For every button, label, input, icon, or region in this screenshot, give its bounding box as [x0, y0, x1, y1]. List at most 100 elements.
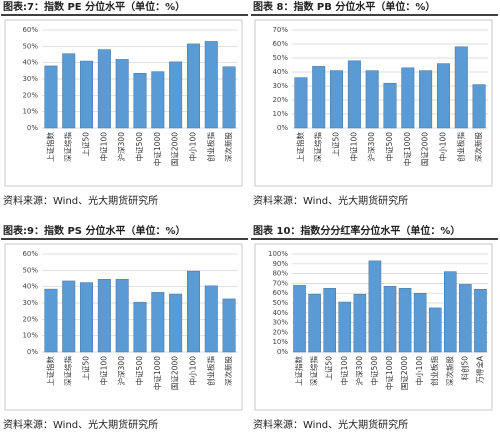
x-tick-label: 中证100: [98, 132, 108, 162]
y-tick-label: 20%: [272, 328, 288, 336]
bar: [204, 41, 218, 129]
bar: [419, 70, 433, 129]
x-tick-label: 中小100: [187, 356, 197, 386]
bar: [97, 279, 111, 353]
x-tick-label: 沪深300: [366, 132, 376, 162]
x-tick-label: 创业板指: [205, 132, 215, 162]
bar: [398, 288, 412, 353]
bar: [115, 59, 129, 129]
bar: [293, 285, 306, 353]
bar: [444, 271, 457, 353]
bar: [312, 66, 326, 129]
y-tick-label: 80%: [272, 270, 288, 278]
y-tick-label: 50%: [272, 54, 288, 62]
y-tick-label: 70%: [272, 279, 288, 287]
bar: [338, 301, 352, 353]
x-tick-label: 中小100: [187, 132, 197, 162]
bar: [204, 285, 218, 353]
x-tick-label: 中证500: [134, 356, 144, 386]
y-tick-label: 70%: [272, 26, 288, 34]
x-tick-label: 中证1000: [152, 356, 162, 390]
bar: [97, 49, 111, 129]
bar: [169, 61, 183, 129]
x-tick-label: 上证指数: [294, 356, 304, 386]
x-tick-label: 创业板指: [429, 356, 439, 386]
y-tick-label: 50%: [272, 299, 288, 307]
y-tick-label: 40%: [22, 59, 38, 67]
x-tick-label: 中证1000: [152, 132, 162, 166]
x-tick-label: 国证2000: [421, 132, 430, 166]
x-tick-label: 创业板指: [205, 356, 215, 386]
y-tick-label: 0%: [27, 348, 38, 356]
y-tick-label: 30%: [272, 319, 288, 327]
source-note: 资料来源：Wind、光大期货研究所: [3, 194, 158, 207]
bar: [44, 65, 58, 129]
y-tick-label: 30%: [22, 299, 38, 307]
bar: [294, 77, 308, 129]
y-tick-label: 20%: [22, 315, 38, 323]
y-tick-label: 40%: [22, 283, 38, 291]
x-tick-label: 上证指数: [45, 356, 55, 386]
source-note: 资料来源：Wind、光大期货研究所: [253, 418, 408, 431]
x-tick-label: 国证2000: [171, 132, 180, 166]
x-tick-label: 中小100: [437, 132, 447, 162]
bar: [308, 293, 321, 353]
x-tick-label: 中证500: [369, 356, 379, 386]
bar: [133, 73, 147, 129]
bar: [454, 46, 468, 129]
x-tick-label: 深次新股: [444, 356, 454, 386]
x-tick-label: 中证500: [134, 132, 144, 162]
y-tick-label: 40%: [272, 68, 288, 76]
y-tick-label: 50%: [22, 42, 38, 50]
source-note: 资料来源：Wind、光大期货研究所: [3, 418, 158, 431]
x-tick-label: 上证50: [82, 132, 91, 157]
x-tick-label: 中证100: [348, 132, 358, 162]
bar: [383, 82, 397, 129]
y-tick-label: 30%: [22, 75, 38, 83]
bar: [169, 293, 183, 353]
bar: [401, 67, 415, 129]
y-tick-label: 60%: [22, 26, 38, 34]
bar: [133, 301, 147, 353]
y-tick-label: 90%: [272, 260, 288, 268]
y-tick-label: 50%: [22, 266, 38, 274]
y-tick-label: 0%: [277, 124, 288, 132]
x-tick-label: 中证500: [384, 132, 394, 162]
x-tick-label: 深证综指: [309, 356, 319, 386]
bar: [115, 279, 129, 353]
y-tick-label: 60%: [272, 40, 288, 48]
bar: [44, 288, 58, 353]
bar: [186, 43, 200, 129]
x-tick-label: 深证综指: [313, 132, 323, 162]
chart-title: 图表 8：指数 PB 分位水平（单位：%）: [253, 0, 435, 13]
bar: [151, 71, 165, 129]
bar: [62, 53, 76, 129]
x-tick-label: 上证指数: [295, 132, 305, 162]
x-tick-label: 中证1000: [402, 132, 412, 166]
x-tick-label: 沪深300: [354, 356, 364, 386]
bar: [323, 288, 336, 353]
y-tick-label: 60%: [22, 250, 38, 258]
bar: [80, 282, 94, 353]
bar: [368, 260, 382, 353]
x-tick-label: 科创50: [459, 356, 469, 381]
chart-title: 图表:9：指数 PS 分位水平（单位：%）: [3, 224, 185, 237]
x-tick-label: 上证50: [332, 132, 341, 157]
x-tick-label: 上证50: [325, 356, 334, 381]
x-tick-label: 沪深300: [116, 356, 126, 386]
y-tick-label: 10%: [272, 110, 288, 118]
bar: [151, 292, 165, 353]
bar: [436, 63, 450, 129]
x-tick-label: 深证综指: [63, 132, 73, 162]
y-tick-label: 60%: [272, 289, 288, 297]
y-tick-label: 40%: [272, 309, 288, 317]
bar: [428, 307, 442, 353]
y-tick-label: 20%: [272, 96, 288, 104]
chart-title: 图表 10：指数分分红率分位水平（单位：%）: [253, 224, 460, 237]
chart-title: 图表:7：指数 PE 分位水平（单位：%）: [3, 0, 185, 13]
x-tick-label: 深次新股: [223, 132, 233, 162]
bar: [222, 298, 236, 353]
x-tick-label: 上证50: [82, 356, 91, 381]
bar: [472, 84, 486, 129]
